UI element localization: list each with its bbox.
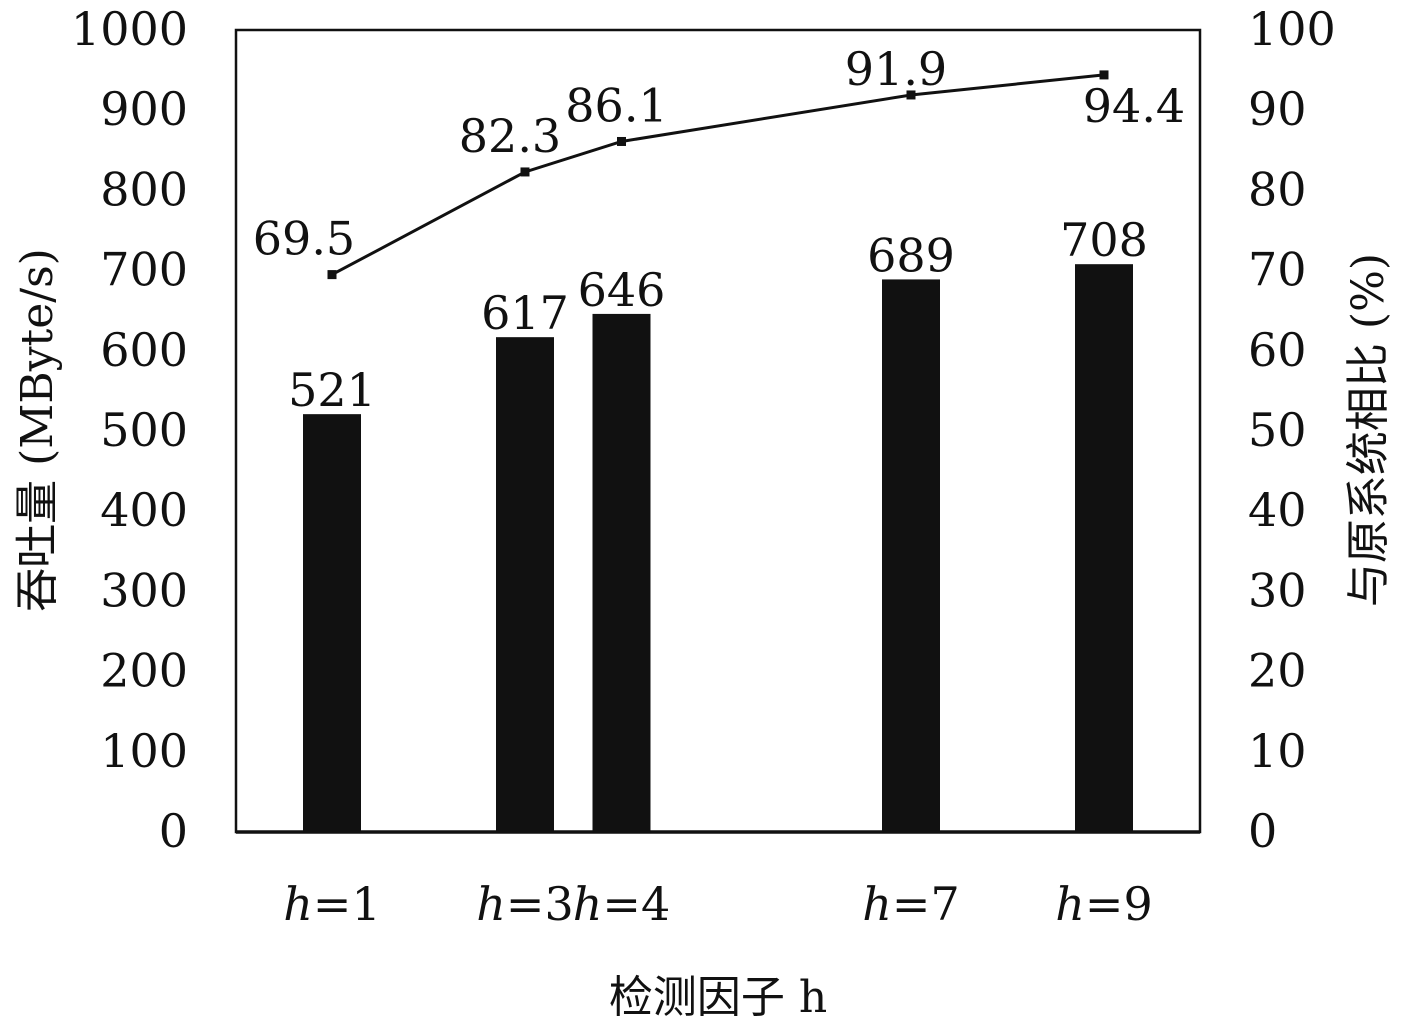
- y-tick-label: 300: [100, 563, 188, 617]
- x-tick-label: h=3: [476, 877, 573, 931]
- line-marker: [906, 90, 916, 100]
- line-path: [331, 73, 1105, 276]
- line-value-label: 91.9: [845, 42, 947, 96]
- y-tick-label: 900: [100, 82, 188, 136]
- bar-labels: 521 617 646 689 708: [288, 213, 1148, 417]
- bar-value-label: 646: [578, 263, 666, 317]
- line-labels: 69.5 82.386.1 91.9 94.4: [253, 42, 1185, 266]
- line-marker: [617, 136, 626, 146]
- x-axis-ticks: h=1 h=3 h=4 h=7 h=9: [283, 877, 1152, 931]
- x-tick-label: h=9: [1055, 877, 1152, 931]
- x-axis-title: 检测因子 h: [609, 972, 827, 1023]
- y2-tick-label: 40: [1248, 483, 1307, 537]
- y2-tick-label: 30: [1248, 563, 1307, 617]
- y-axis-ticks: 0 100 200 300 400 500 600 700 800 900 1000: [71, 2, 188, 858]
- plot-frame: [234, 28, 1202, 834]
- line-marker: [1099, 70, 1109, 80]
- y2-tick-label: 90: [1248, 82, 1307, 136]
- bar: [303, 414, 361, 832]
- y-tick-label: 600: [100, 323, 188, 377]
- line-value-label: 69.5: [253, 212, 355, 266]
- plot-border: [234, 28, 1202, 834]
- line-series: [327, 70, 1109, 280]
- y-axis-title: 吞吐量 (MByte/s): [12, 248, 63, 612]
- bars: [303, 264, 1133, 833]
- y2-tick-label: 20: [1248, 644, 1307, 698]
- bar-value-label: 689: [867, 228, 955, 282]
- line-value-label: 94.4: [1083, 79, 1185, 133]
- y2-tick-label: 100: [1248, 2, 1336, 56]
- x-tick-label: h=7: [862, 877, 959, 931]
- bar-value-label: 708: [1060, 213, 1148, 267]
- y2-tick-label: 80: [1248, 162, 1307, 216]
- bar: [882, 279, 940, 832]
- y-tick-label: 100: [100, 724, 188, 778]
- bar: [496, 337, 554, 832]
- y2-tick-label: 10: [1248, 724, 1307, 778]
- x-tick-label: h=1: [283, 877, 380, 931]
- y-tick-label: 1000: [71, 2, 188, 56]
- bar: [592, 313, 651, 833]
- y-tick-label: 400: [100, 483, 188, 537]
- y-tick-label: 500: [100, 403, 188, 457]
- bar-value-label: 617: [481, 286, 569, 340]
- line-value-label: 86.1: [565, 78, 667, 132]
- y2-axis-title: 与原系统相比 (%): [1343, 253, 1394, 607]
- line-marker: [327, 270, 337, 280]
- bar-value-label: 521: [288, 363, 376, 417]
- y-tick-label: 700: [100, 243, 188, 297]
- line-value-label: 82.3: [459, 109, 561, 163]
- y2-axis-ticks: 0 10 20 30 40 50 60 70 80 90 100: [1248, 2, 1336, 858]
- y2-tick-label: 50: [1248, 403, 1307, 457]
- y2-tick-label: 70: [1248, 243, 1307, 297]
- y-tick-label: 200: [100, 644, 188, 698]
- line-marker: [520, 167, 530, 177]
- y-tick-label: 0: [159, 804, 188, 858]
- y2-tick-label: 60: [1248, 323, 1307, 377]
- x-tick-label: h=4: [573, 877, 670, 931]
- y-tick-label: 800: [100, 162, 188, 216]
- bar: [1075, 264, 1133, 833]
- y2-tick-label: 0: [1248, 804, 1277, 858]
